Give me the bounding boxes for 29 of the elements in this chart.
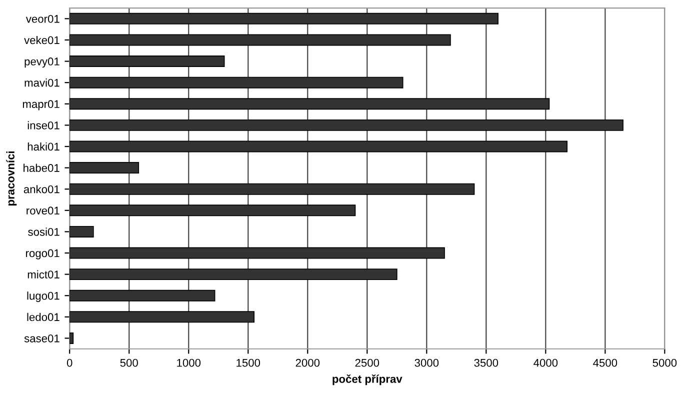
x-tick-label: 1000 [177,358,201,367]
y-tick-label: sase01 [24,334,60,342]
y-tick-label: lugo01 [27,292,60,302]
y-tick-label: veor01 [26,14,60,23]
y-tick-label: mavi01 [24,78,60,87]
x-tick-label: 4500 [593,358,618,367]
x-tick-label: 3500 [474,358,498,367]
x-tick-label: 0 [66,358,72,367]
y-tick-label: anko01 [24,185,60,194]
y-tick-label: rogo01 [26,249,60,260]
x-tick-label: 5000 [652,358,677,367]
x-axis-title: počet příprav [332,374,402,386]
y-tick-label: sosi01 [28,228,60,236]
y-tick-label: mapr01 [22,100,60,110]
x-tick-label: 4000 [534,358,558,367]
x-tick-label: 1500 [236,358,260,367]
y-tick-label: veke01 [24,36,60,44]
y-tick-label: habe01 [24,164,60,172]
x-tick-label: 2500 [355,358,380,367]
x-tick-label: 3000 [414,358,439,367]
y-tick-label: mict01 [28,270,60,278]
y-tick-label: ledo01 [27,312,60,322]
y-tick-label: rove01 [26,206,60,215]
y-axis-title: pracovníci [6,151,17,206]
x-tick-label: 2000 [296,358,320,367]
x-tick-label: 500 [120,358,138,367]
y-tick-label: inse01 [28,121,60,130]
y-tick-label: pevy01 [24,58,60,68]
y-tick-label: haki01 [28,142,60,151]
